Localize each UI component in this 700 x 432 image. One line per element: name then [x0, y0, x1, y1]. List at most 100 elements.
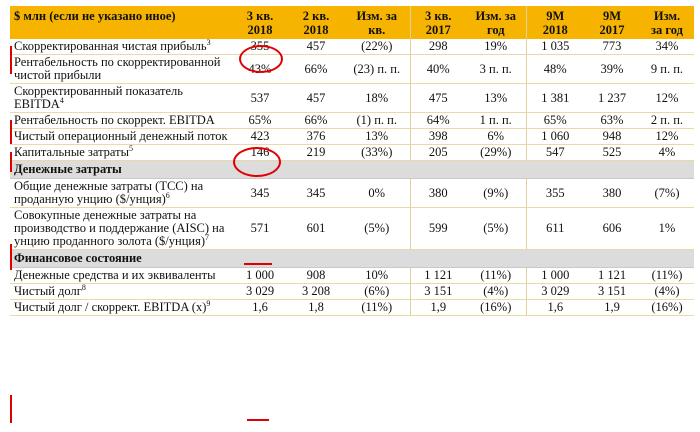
section-title: Финансовое состояние [10, 249, 694, 268]
header-row: $ млн (если не указано иное) 3 кв. 2018 2… [10, 6, 694, 39]
table-cell: 537 [232, 83, 288, 113]
table-cell: 12% [640, 83, 694, 113]
header-col: 3 кв. 2018 [232, 6, 288, 39]
table-cell: 599 [409, 207, 466, 250]
header-col: 9М 2017 [584, 6, 640, 39]
table-row: Чистый долг / скоррект. EBITDA (x)9 1,6 1,… [10, 299, 694, 316]
row-label: Чистый долг8 [10, 283, 232, 300]
red-margin-mark [10, 395, 12, 423]
table-cell: (16%) [640, 299, 694, 316]
table-cell: 4% [640, 144, 694, 161]
table-cell: (4%) [640, 283, 694, 300]
table-cell: 345 [288, 178, 344, 208]
table-cell: 457 [288, 83, 344, 113]
table-cell: 423 [232, 128, 288, 145]
table-cell: 10% [344, 267, 410, 284]
table-cell: (9%) [466, 178, 526, 208]
header-col: 2 кв. 2018 [288, 6, 344, 39]
table-cell: 298 [409, 39, 466, 55]
table-cell: 3 п. п. [466, 54, 526, 84]
table-cell: 64% [409, 112, 466, 129]
table-cell: 380 [584, 178, 640, 208]
table-row: Совокупные денежные затраты на производс… [10, 207, 694, 250]
table-row: Скорректированная чистая прибыль3 355 457(… [10, 38, 694, 55]
table-cell: 1,8 [288, 299, 344, 316]
table-cell: 18% [344, 83, 410, 113]
table-cell: 13% [344, 128, 410, 145]
table-cell: 0% [344, 178, 410, 208]
table-cell: 1% [640, 207, 694, 250]
table-cell: 1 121 [409, 267, 466, 284]
table-cell: (7%) [640, 178, 694, 208]
table-cell: (5%) [466, 207, 526, 250]
table-cell: 43% [232, 54, 288, 84]
table-cell: 376 [288, 128, 344, 145]
table-cell: (11%) [640, 267, 694, 284]
table-cell: 1 381 [525, 83, 584, 113]
header-col: 3 кв. 2017 [409, 6, 466, 39]
table-cell: 3 151 [584, 283, 640, 300]
table-cell: (11%) [344, 299, 410, 316]
table-cell: 19% [466, 39, 526, 55]
table-cell: (11%) [466, 267, 526, 284]
table-row: Рентабельность по скорректированной чист… [10, 54, 694, 84]
table-cell: 66% [288, 54, 344, 84]
table-cell: 66% [288, 112, 344, 129]
table-cell: 1 060 [525, 128, 584, 145]
table-cell: 606 [584, 207, 640, 250]
row-label: Чистый долг / скоррект. EBITDA (x)9 [10, 299, 232, 316]
header-col: Изм. за год [640, 6, 694, 39]
section-header-row: Денежные затраты [10, 160, 694, 179]
table-row: Скорректированный показатель EBITDA4 537 4… [10, 83, 694, 113]
table-cell: 1 п. п. [466, 112, 526, 129]
table-cell: 2 п. п. [640, 112, 694, 129]
row-label: Чистый операционный денежный поток [10, 128, 232, 145]
table-cell: 1,6 [525, 299, 584, 316]
table-cell: 355 [232, 39, 288, 55]
table-cell: 3 029 [525, 283, 584, 300]
header-col: Изм. за кв. [344, 6, 410, 39]
row-label: Денежные средства и их эквиваленты [10, 267, 232, 284]
section-title: Денежные затраты [10, 160, 694, 179]
row-label: Совокупные денежные затраты на производс… [10, 207, 232, 250]
table-cell: 525 [584, 144, 640, 161]
table-cell: 6% [466, 128, 526, 145]
table-cell: (22%) [344, 39, 410, 55]
table-cell: 1,9 [409, 299, 466, 316]
table-cell: 9 п. п. [640, 54, 694, 84]
table-cell: 380 [409, 178, 466, 208]
table-cell: (16%) [466, 299, 526, 316]
table-cell: (5%) [344, 207, 410, 250]
table-cell: 13% [466, 83, 526, 113]
row-label: Скорректированная чистая прибыль3 [10, 38, 232, 55]
table-cell: 65% [525, 112, 584, 129]
table-cell: 1 237 [584, 83, 640, 113]
table-cell: 908 [288, 267, 344, 284]
table-row: Общие денежные затраты (TCC) на проданну… [10, 178, 694, 208]
red-underline-annotation [247, 419, 269, 421]
table-row: Чистый операционный денежный поток 423 376… [10, 128, 694, 145]
table-cell: 457 [288, 39, 344, 55]
table-row: Денежные средства и их эквиваленты 1 000 9… [10, 267, 694, 284]
table-cell: 1 000 [232, 267, 288, 284]
table-cell: 40% [409, 54, 466, 84]
header-col: 9М 2018 [525, 6, 584, 39]
table-cell: (6%) [344, 283, 410, 300]
table-cell: (29%) [466, 144, 526, 161]
table-cell: 345 [232, 178, 288, 208]
table-cell: 1,6 [232, 299, 288, 316]
table-cell: 1 000 [525, 267, 584, 284]
table-cell: 205 [409, 144, 466, 161]
table-cell: 601 [288, 207, 344, 250]
table-cell: 475 [409, 83, 466, 113]
table-cell: 3 151 [409, 283, 466, 300]
table-cell: 219 [288, 144, 344, 161]
table-cell: 65% [232, 112, 288, 129]
table-cell: 3 208 [288, 283, 344, 300]
financial-table-wrapper: $ млн (если не указано иное) 3 кв. 2018 2… [10, 6, 694, 316]
table-row: Капитальные затраты5 146 219 (33%) 205 (29%) 5… [10, 144, 694, 161]
table-cell: 773 [584, 39, 640, 55]
table-cell: 571 [232, 207, 288, 250]
header-label: $ млн (если не указано иное) [10, 6, 232, 39]
table-cell: 3 029 [232, 283, 288, 300]
